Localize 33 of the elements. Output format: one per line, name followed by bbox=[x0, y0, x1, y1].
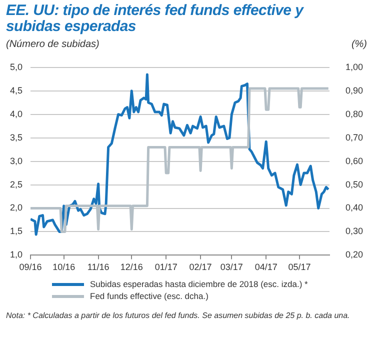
y2-tick-label: 0,60 bbox=[345, 156, 364, 166]
y-tick-label: 4,5 bbox=[10, 85, 23, 96]
legend-label: Fed funds effective (esc. dcha.) bbox=[90, 291, 208, 301]
y2-tick-label: 0,20 bbox=[345, 250, 364, 260]
x-tick-label: 05/17 bbox=[288, 262, 311, 272]
legend-label: Subidas esperadas hasta diciembre de 2018 (esc. izda.) * bbox=[90, 279, 308, 289]
x-tick-label: 10/16 bbox=[52, 262, 76, 272]
x-tick-label: 11/16 bbox=[87, 262, 110, 272]
y2-tick-label: 0,80 bbox=[345, 108, 364, 119]
x-tick-label: 03/17 bbox=[220, 262, 243, 272]
y-tick-label: 1,5 bbox=[10, 226, 23, 236]
y-tick-label: 3,5 bbox=[10, 132, 23, 142]
chart-title: EE. UU: tipo de interés fed funds effective y subidas esperadas bbox=[6, 2, 305, 35]
y2-tick-label: 1,00 bbox=[345, 62, 364, 72]
y2-tick-label: 0,40 bbox=[345, 202, 364, 213]
x-tick-label: 12/16 bbox=[120, 262, 143, 272]
y2-axis-title: (%) bbox=[351, 39, 367, 50]
x-tick-label: 02/17 bbox=[189, 262, 212, 272]
text: Nota: * Calculadas a partir de los futuros del fed funds. Se asumen subidas de 25 p. b. cada una. bbox=[6, 311, 351, 321]
x-tick-label: 09/16 bbox=[19, 262, 42, 272]
x-tick-label: 04/17 bbox=[254, 262, 278, 272]
y-tick-label: 1,0 bbox=[10, 250, 23, 260]
y-tick-label: 3,0 bbox=[10, 156, 23, 166]
y-tick-label: 2,5 bbox=[10, 179, 23, 190]
y-tick-label: 4,0 bbox=[10, 108, 23, 119]
y2-tick-label: 0,90 bbox=[345, 85, 364, 96]
y-tick-label: 2,0 bbox=[10, 202, 23, 213]
y2-tick-label: 0,70 bbox=[345, 132, 364, 142]
x-tick-label: 01/17 bbox=[154, 262, 178, 272]
y-tick-label: 5,0 bbox=[10, 62, 23, 72]
y2-tick-label: 0,50 bbox=[345, 179, 364, 190]
y-axis-title: (Número de subidas) bbox=[6, 39, 100, 50]
y2-tick-label: 0,30 bbox=[345, 226, 364, 236]
